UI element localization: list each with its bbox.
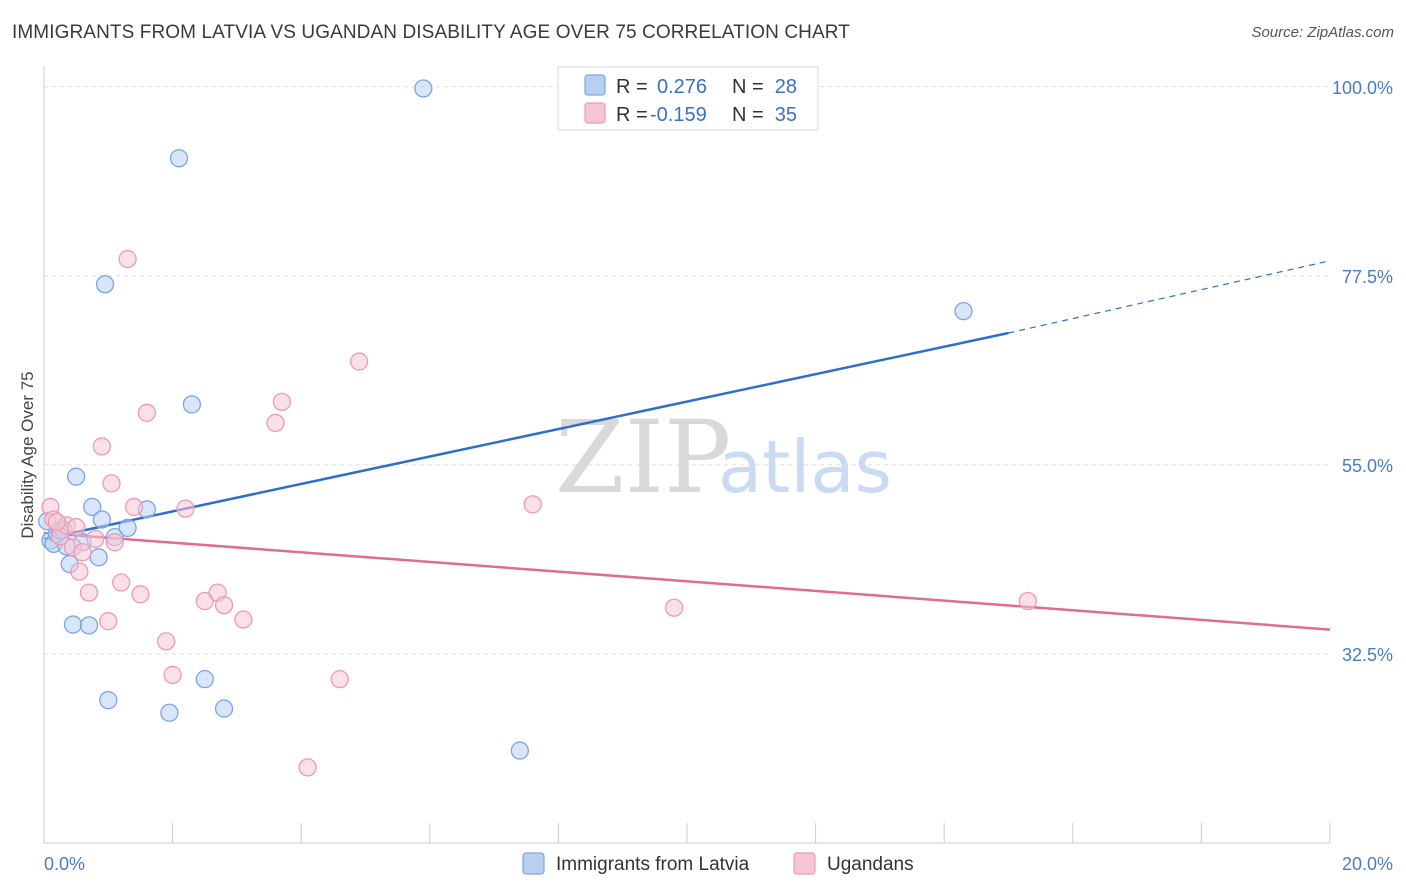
point-ugandans-11 xyxy=(105,533,124,552)
point-ugandans-19 xyxy=(176,499,195,518)
trend-extension-latvia xyxy=(1008,260,1331,334)
point-ugandans-10 xyxy=(102,474,121,493)
point-ugandans-12 xyxy=(112,573,131,592)
point-ugandans-29 xyxy=(523,495,542,514)
axes xyxy=(43,66,1331,844)
point-latvia-22 xyxy=(214,699,234,718)
trend-lines xyxy=(43,260,1331,631)
point-ugandans-23 xyxy=(234,610,253,629)
y-tick-label-1: 77.5% xyxy=(1342,267,1393,287)
point-ugandans-16 xyxy=(137,403,157,422)
point-ugandans-18 xyxy=(163,665,182,685)
point-latvia-7 xyxy=(67,467,86,486)
point-latvia-14 xyxy=(99,691,118,710)
trend-line-latvia xyxy=(43,331,1009,541)
y-axis-label: Disability Age Over 75 xyxy=(18,371,37,538)
point-ugandans-8 xyxy=(92,437,112,456)
data-points xyxy=(38,79,1037,777)
x-tick-label-0: 0.0% xyxy=(44,854,85,874)
point-ugandans-32 xyxy=(73,543,92,562)
point-latvia-20 xyxy=(182,395,202,414)
legend-n-label-2: N = xyxy=(732,104,764,126)
point-latvia-23 xyxy=(414,79,433,98)
series-legend: Immigrants from Latvia Ugandans xyxy=(522,852,914,875)
series-swatch-ugandans xyxy=(793,852,816,875)
point-ugandans-31 xyxy=(1018,591,1037,611)
point-latvia-25 xyxy=(954,301,973,321)
point-ugandans-5 xyxy=(70,562,89,581)
legend-r-label-1: R = xyxy=(616,76,648,98)
watermark-zip: ZIP xyxy=(555,399,731,516)
point-latvia-18 xyxy=(160,703,179,722)
legend-r-value-2: -0.159 xyxy=(650,104,707,126)
point-ugandans-9 xyxy=(99,612,118,631)
point-latvia-6 xyxy=(63,615,83,634)
legend-swatch-ugandans xyxy=(584,102,606,124)
point-latvia-12 xyxy=(92,510,112,529)
point-ugandans-15 xyxy=(131,585,150,604)
point-ugandans-14 xyxy=(124,497,144,517)
point-latvia-24 xyxy=(510,741,529,760)
y-tick-labels: 100.0% 77.5% 55.0% 32.5% xyxy=(1332,78,1393,665)
point-ugandans-34 xyxy=(47,512,67,532)
chart-source: Source: ZipAtlas.com xyxy=(1251,24,1394,41)
point-latvia-13 xyxy=(95,275,115,294)
legend-n-value-2: 35 xyxy=(775,104,797,126)
watermark-atlas: atlas xyxy=(718,425,892,509)
legend-r-label-2: R = xyxy=(616,104,648,126)
point-ugandans-24 xyxy=(266,413,285,433)
point-latvia-16 xyxy=(118,518,137,538)
point-ugandans-28 xyxy=(349,352,369,371)
point-latvia-21 xyxy=(195,670,214,689)
legend-swatch-latvia xyxy=(584,74,606,96)
point-ugandans-6 xyxy=(79,583,99,602)
legend-r-value-1: 0.276 xyxy=(657,76,707,98)
point-ugandans-27 xyxy=(330,670,349,689)
point-ugandans-20 xyxy=(195,591,214,611)
point-ugandans-13 xyxy=(118,249,137,269)
point-ugandans-25 xyxy=(272,392,292,412)
y-tick-label-2: 55.0% xyxy=(1342,456,1393,476)
series-label-latvia: Immigrants from Latvia xyxy=(556,854,750,875)
x-tick-label-1: 20.0% xyxy=(1342,854,1393,874)
trend-line-ugandans xyxy=(43,531,1331,631)
point-ugandans-30 xyxy=(664,598,684,617)
legend-n-value-1: 28 xyxy=(775,76,797,98)
point-ugandans-7 xyxy=(86,529,105,548)
correlation-legend: R = 0.276 N = 28 R = -0.159 N = 35 xyxy=(557,66,819,131)
y-tick-label-0: 100.0% xyxy=(1332,78,1393,98)
point-latvia-19 xyxy=(169,149,189,168)
series-label-ugandans: Ugandans xyxy=(827,854,914,875)
point-ugandans-26 xyxy=(298,758,317,777)
chart-title: IMMIGRANTS FROM LATVIA VS UGANDAN DISABI… xyxy=(12,22,850,43)
point-latvia-11 xyxy=(89,548,108,567)
point-ugandans-33 xyxy=(67,517,86,537)
point-latvia-9 xyxy=(79,616,99,635)
point-ugandans-22 xyxy=(214,596,234,615)
point-latvia-10 xyxy=(83,497,102,517)
x-tick-labels: 0.0% 20.0% xyxy=(44,854,1393,874)
series-swatch-latvia xyxy=(522,852,545,875)
y-tick-label-3: 32.5% xyxy=(1342,645,1393,665)
point-ugandans-17 xyxy=(157,632,176,651)
grid xyxy=(44,86,1330,655)
legend-n-label-1: N = xyxy=(732,76,764,98)
